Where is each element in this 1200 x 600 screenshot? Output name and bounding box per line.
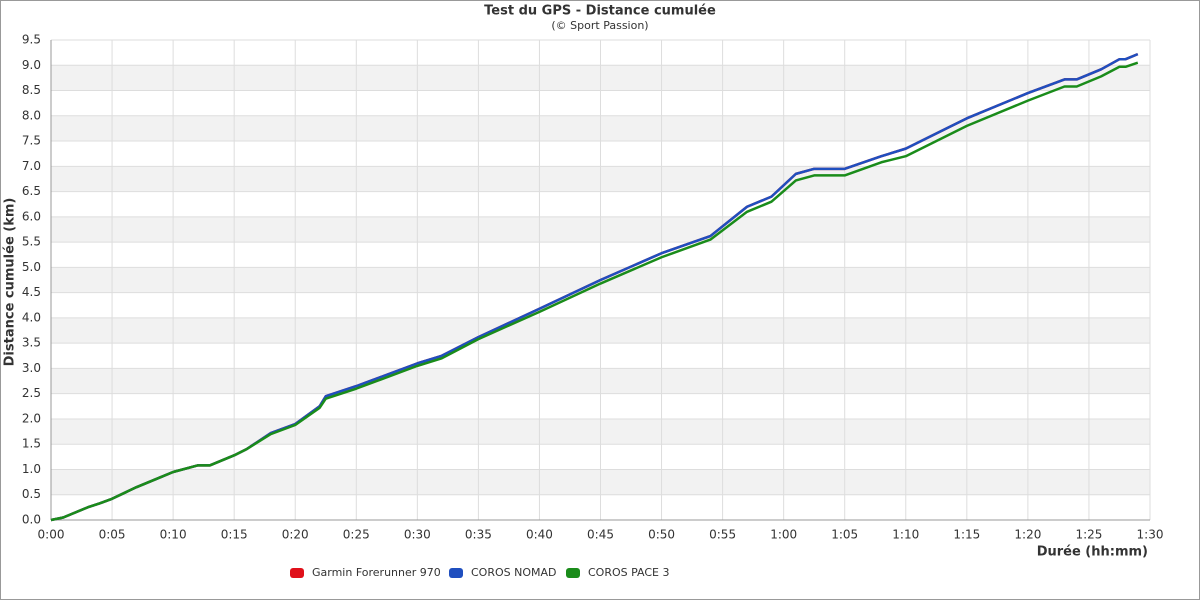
x-tick-label: 0:10 [160,528,187,542]
y-tick-label: 8.5 [22,83,41,97]
y-tick-label: 6.5 [22,184,41,198]
y-tick-label: 1.0 [22,462,41,476]
legend-swatch [290,568,304,578]
grid [50,39,1151,521]
x-axis-label: Durée (hh:mm) [1037,545,1148,560]
x-tick-label: 1:10 [892,528,919,542]
series-line [50,61,1139,522]
y-axis-label: Distance cumulée (km) [3,198,18,367]
legend-label: COROS PACE 3 [588,566,670,579]
legend-swatch [449,568,463,578]
y-tick-label: 9.5 [22,33,41,47]
x-tick-label: 0:35 [465,528,492,542]
y-tick-label: 7.0 [22,159,41,173]
y-tick-label: 8.0 [22,108,41,122]
x-tick-label: 0:20 [282,528,309,542]
y-tick-label: 3.5 [22,336,41,350]
x-tick-label: 0:15 [221,528,248,542]
x-tick-label: 1:25 [1075,528,1102,542]
y-tick-label: 4.0 [22,310,41,324]
y-tick-label: 1.5 [22,437,41,451]
x-tick-label: 1:00 [770,528,797,542]
legend-swatch [566,568,580,578]
x-tick-label: 0:00 [38,528,65,542]
y-tick-label: 6.0 [22,209,41,223]
y-tick-label: 4.5 [22,285,41,299]
y-tick-label: 9.0 [22,58,41,72]
y-tick-label: 5.5 [22,235,41,249]
labels: 0.0 0.5 1.0 1.5 2.0 2.5 3.0 3.5 4.0 4.5 5.0 5.5 6.0 6… [22,33,1164,580]
y-tick-label: 2.5 [22,386,41,400]
x-tick-label: 1:20 [1014,528,1041,542]
x-tick-label: 0:05 [99,528,126,542]
legend-label: Garmin Forerunner 970 [312,566,441,579]
chart-subtitle: (© Sport Passion) [551,19,648,32]
y-tick-label: 3.0 [22,361,41,375]
y-tick-label: 5.0 [22,260,41,274]
x-tick-label: 1:15 [953,528,980,542]
chart-title: Test du GPS - Distance cumulée [484,4,716,19]
x-tick-label: 1:30 [1137,528,1164,542]
x-tick-label: 0:45 [587,528,614,542]
y-tick-label: 0.5 [22,487,41,501]
x-tick-label: 0:55 [709,528,736,542]
y-tick-label: 7.5 [22,134,41,148]
x-tick-label: 1:05 [831,528,858,542]
x-tick-label: 0:25 [343,528,370,542]
x-tick-label: 0:40 [526,528,553,542]
y-tick-label: 2.0 [22,411,41,425]
legend-label: COROS NOMAD [471,566,557,579]
y-tick-label: 0.0 [22,513,41,527]
x-tick-label: 0:30 [404,528,431,542]
x-tick-label: 0:50 [648,528,675,542]
lines [50,52,1139,522]
